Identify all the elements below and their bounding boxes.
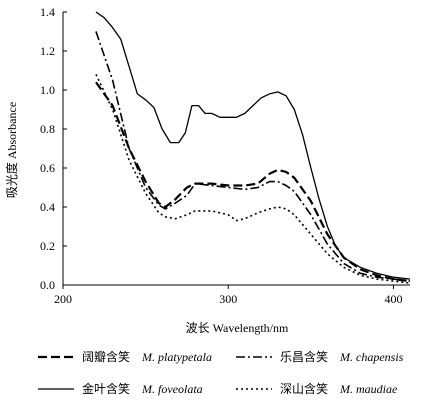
y-tick-label: 0.8: [40, 122, 55, 136]
series-line-0: [95, 81, 411, 283]
legend-latin-label: M. foveolata: [141, 382, 203, 396]
legend-latin-label: M. chapensis: [339, 350, 404, 364]
y-tick-label: 0.0: [40, 278, 55, 292]
legend-label: 乐昌含笑: [280, 349, 328, 364]
y-tick-label: 1.4: [40, 5, 55, 19]
legend: 阔瓣含笑 M. platypetala 乐昌含笑 M. chapensis 金叶含笑 M.…: [38, 349, 404, 396]
legend-label: 深山含笑: [280, 381, 328, 396]
x-axis-title: 波长 Wavelength/nm: [186, 321, 289, 335]
series-line-3: [95, 74, 411, 284]
y-axis-title: 吸光度 Absorbance: [4, 102, 19, 198]
x-tick-label: 300: [219, 292, 237, 306]
series-line-1: [95, 31, 411, 282]
x-tick-label: 200: [54, 292, 72, 306]
x-tick-label: 400: [384, 292, 402, 306]
legend-latin-label: M. platypetala: [141, 350, 212, 364]
y-tick-label: 1.2: [40, 44, 55, 58]
axes: 0.0 0.2 0.4 0.6 0.8 1.0 1.2 1.4 200 300 400: [40, 5, 410, 306]
legend-label: 金叶含笑: [82, 381, 130, 396]
plot-area: [95, 11, 411, 284]
y-tick-label: 0.2: [40, 239, 55, 253]
legend-latin-label: M. maudiae: [339, 382, 398, 396]
series-line-2: [95, 11, 411, 280]
y-tick-label: 1.0: [40, 83, 55, 97]
y-tick-label: 0.4: [40, 200, 55, 214]
y-tick-label: 0.6: [40, 161, 55, 175]
legend-label: 阔瓣含笑: [82, 349, 130, 364]
